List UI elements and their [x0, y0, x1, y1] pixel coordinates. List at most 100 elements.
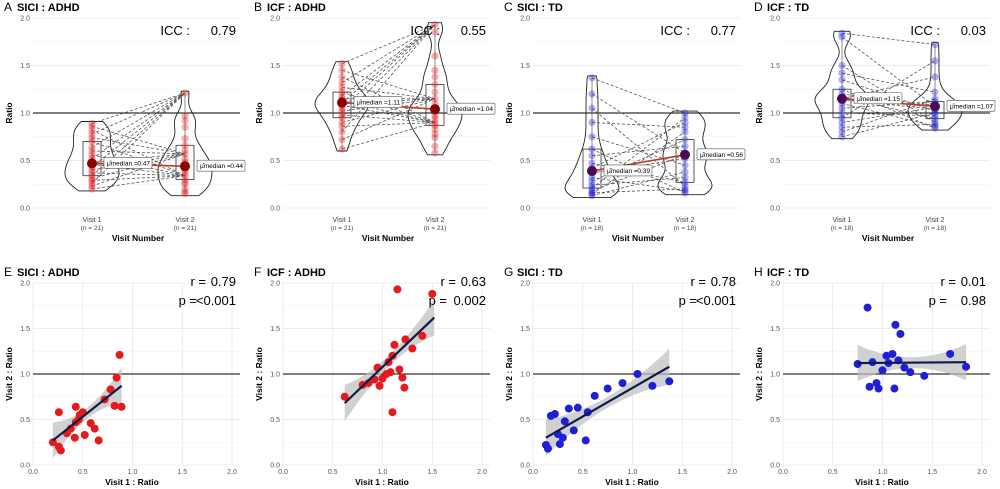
data-point: [838, 33, 846, 41]
y-axis-title: Ratio: [4, 102, 14, 123]
data-point: [920, 371, 929, 380]
visit-n: (n = 18): [674, 225, 697, 232]
y-tick-label: 1.0: [770, 111, 780, 118]
data-point: [543, 444, 552, 453]
data-point: [88, 176, 96, 185]
icc-label: ICC :: [410, 23, 440, 38]
median-label-box: [353, 96, 403, 108]
panel-h: 0.0 0.5 1.0 1.5 2.0 0.0 0.5 1.0 1.5 2.0 H ICF : TD V…: [754, 265, 990, 487]
icc-value: 0.79: [211, 23, 236, 38]
data-point: [588, 190, 596, 198]
visit-n: (n = 21): [174, 225, 197, 232]
data-point: [588, 145, 596, 153]
data-point: [338, 122, 346, 130]
data-point: [70, 433, 79, 442]
panel-title: ICF : TD: [767, 2, 809, 14]
paired-line: [341, 24, 436, 97]
y-tick-label: 1.5: [20, 326, 30, 333]
x-tick-label: 2.0: [227, 469, 237, 476]
data-point: [931, 57, 939, 65]
y-tick-label: 0.5: [520, 158, 530, 165]
data-point: [633, 370, 642, 378]
data-point: [338, 145, 346, 153]
data-point: [338, 83, 346, 91]
data-point: [906, 368, 915, 377]
y-tick-label: 1.0: [20, 372, 30, 379]
p-value: <0.001: [696, 293, 736, 308]
r-label: r =: [940, 274, 956, 289]
data-point: [181, 112, 189, 120]
y-tick-label: 2.0: [270, 281, 280, 288]
panel-letter: F: [254, 265, 261, 279]
r-label: r =: [690, 274, 706, 289]
data-point: [931, 41, 939, 49]
data-point: [431, 115, 439, 123]
data-point: [340, 392, 349, 401]
data-point: [88, 130, 96, 138]
data-point: [181, 175, 189, 184]
median-label-box: [103, 157, 153, 169]
panel-letter: E: [4, 265, 12, 279]
data-point: [865, 382, 874, 391]
y-tick-label: 0.5: [20, 417, 30, 424]
data-point: [181, 117, 189, 125]
data-point: [181, 146, 189, 154]
y-tick-label: 1.5: [770, 326, 780, 333]
x-tick-label: 1.5: [927, 469, 937, 476]
y-tick-label: 1.0: [520, 372, 530, 379]
y-tick-label: 0.0: [520, 463, 530, 470]
data-point: [88, 182, 96, 190]
paired-line: [91, 175, 186, 190]
y-tick-label: 2.0: [770, 16, 780, 23]
regression-line: [343, 316, 435, 404]
data-point: [338, 136, 346, 144]
x-axis-title: Visit 1 : Ratio: [105, 477, 159, 487]
paired-line: [91, 92, 186, 135]
paired-line: [591, 122, 686, 128]
panel-title: SICI : ADHD: [17, 2, 80, 14]
data-point: [555, 440, 564, 449]
y-tick-label: 2.0: [520, 281, 530, 288]
data-point: [88, 166, 96, 174]
data-point: [388, 408, 397, 417]
data-point: [88, 179, 96, 187]
x-axis-title: Visit Number: [612, 233, 665, 243]
data-point: [681, 109, 689, 117]
paired-line: [841, 72, 936, 93]
data-point: [431, 28, 439, 36]
paired-line: [341, 24, 436, 109]
y-tick-label: 1.5: [520, 326, 530, 333]
paired-line: [91, 137, 186, 155]
paired-line: [91, 125, 186, 155]
data-point: [891, 320, 900, 329]
panel-title: ICF : TD: [767, 267, 809, 279]
median-label-value: 1.15: [887, 96, 900, 103]
data-point: [588, 74, 596, 82]
violin-shape: [564, 75, 620, 199]
data-point: [838, 29, 846, 37]
paired-line: [91, 92, 186, 124]
data-point: [888, 349, 897, 358]
data-point: [338, 73, 346, 81]
paired-line: [341, 122, 436, 127]
r-label: r =: [190, 274, 206, 289]
median-label-value: 0.56: [730, 152, 743, 159]
data-point: [88, 169, 96, 177]
panel-title: SICI : TD: [517, 2, 563, 14]
data-point: [181, 169, 189, 177]
data-point: [931, 73, 939, 81]
x-axis-title: Visit Number: [862, 233, 915, 243]
panel-title: SICI : ADHD: [17, 267, 80, 279]
r-value: 0.78: [711, 274, 736, 289]
median-label-prefix: μ̂median =: [450, 106, 481, 113]
x-axis-title: Visit 1 : Ratio: [605, 477, 659, 487]
median-label-box: [603, 164, 653, 177]
data-point: [665, 377, 674, 386]
data-point: [94, 436, 103, 445]
data-point: [681, 178, 689, 186]
x-tick-label: 0.5: [328, 469, 338, 476]
data-point: [618, 379, 627, 388]
panel-b: 0.0 0.5 1.0 1.5 2.0 B ICF : ADHD Ratio μ̂median …: [254, 0, 496, 243]
y-tick-label: 0.0: [520, 206, 530, 213]
paired-line: [341, 122, 436, 150]
